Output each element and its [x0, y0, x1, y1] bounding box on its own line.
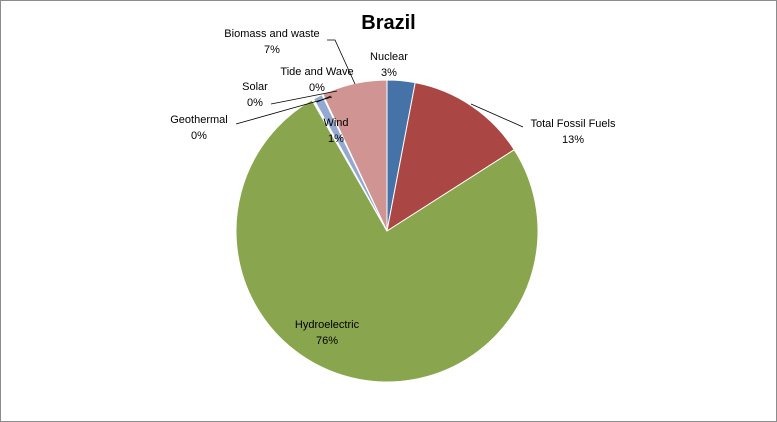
pie-slice-total-fossil-fuels	[386, 82, 515, 233]
data-label-name-biomass-and-waste: Biomass and waste	[224, 28, 319, 40]
data-label-name-nuclear: Nuclear	[370, 51, 408, 63]
data-label-value-wind: 1%	[328, 133, 344, 145]
data-label-value-biomass-and-waste: 7%	[264, 44, 280, 56]
data-label-name-total-fossil-fuels: Total Fossil Fuels	[531, 118, 616, 130]
chart-title: Brazil	[361, 12, 416, 34]
data-label-name-tide-and-wave: Tide and Wave	[280, 66, 353, 78]
data-label-value-total-fossil-fuels: 13%	[562, 134, 584, 146]
leader-line-tide-and-wave	[316, 95, 332, 103]
data-label-name-geothermal: Geothermal	[170, 114, 227, 126]
leader-line-total-fossil-fuels	[470, 103, 524, 128]
pie-slice-hydroelectric	[235, 99, 539, 383]
data-label-value-nuclear: 3%	[381, 67, 397, 79]
data-label-value-hydroelectric: 76%	[316, 335, 338, 347]
data-label-name-solar: Solar	[242, 81, 268, 93]
pie-slice-biomass-and-waste	[322, 79, 388, 232]
data-label-value-solar: 0%	[247, 97, 263, 109]
leader-line-solar	[270, 90, 338, 105]
leader-line-geothermal	[235, 96, 333, 125]
data-label-name-hydroelectric: Hydroelectric	[295, 319, 360, 331]
data-label-name-wind: Wind	[323, 117, 348, 129]
data-label-value-geothermal: 0%	[191, 130, 207, 142]
leader-line-biomass-and-waste	[327, 39, 356, 85]
data-label-value-tide-and-wave: 0%	[309, 82, 325, 94]
